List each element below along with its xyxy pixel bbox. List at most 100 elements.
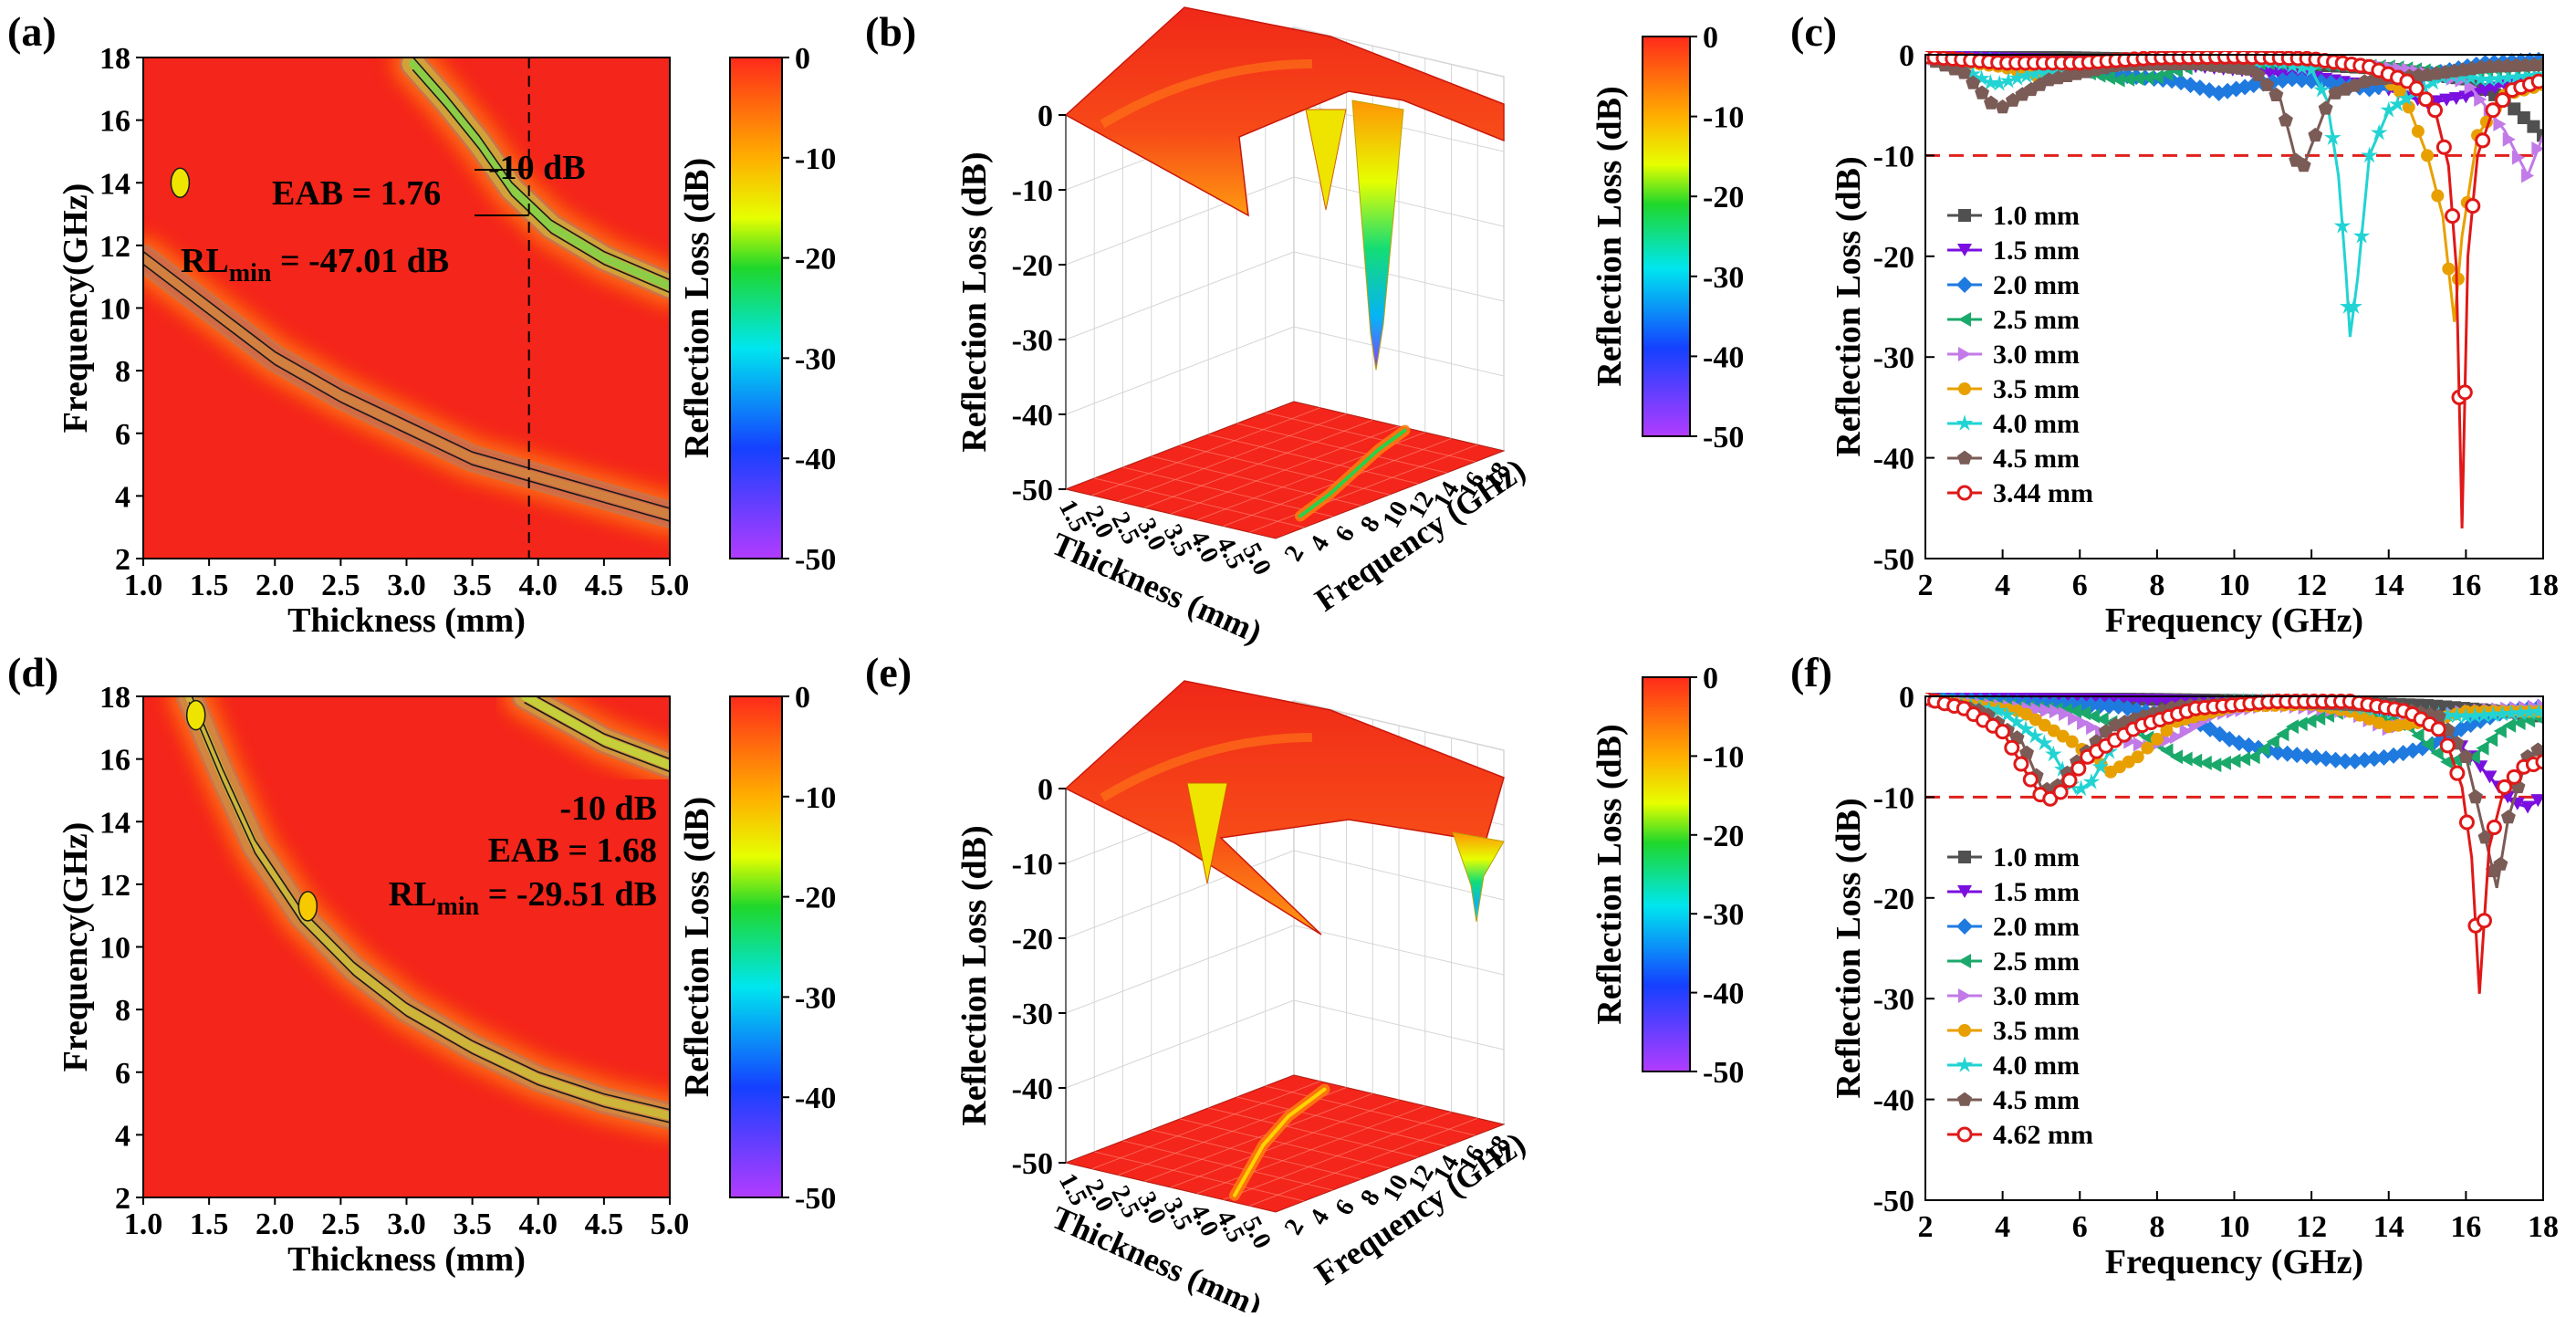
data-point [2458,748,2474,764]
floor-grid [1208,1107,1419,1158]
data-point [2502,705,2520,721]
data-point [2489,69,2508,87]
colorbar-tick-label: -50 [795,543,836,577]
data-point [2018,67,2035,84]
data-point [2484,706,2502,723]
data-point [2448,92,2464,106]
legend-item: 2.5 mm [1947,305,2080,335]
colorbar-gradient [1642,36,1691,437]
data-point [2415,78,2433,95]
data-point [2293,58,2310,76]
data-point [2131,750,2144,764]
y-tick-label: -10 [1873,781,1914,815]
legend-item: 2.0 mm [1947,912,2080,942]
z-tick-label: -10 [1012,848,1053,882]
heatmap-contour [524,702,670,773]
data-point [2476,740,2489,756]
y-axis-label: Frequency(GHz) [57,183,95,434]
legend-item: 3.5 mm [1947,1016,2080,1046]
floor-grid [1249,444,1478,533]
data-point [2269,744,2287,761]
legend-item: 1.0 mm [1947,201,2080,231]
y-tick-label: -50 [1873,543,1914,577]
colorbar-e: 0 -10 -20 -30 -40 -50 Reflection Loss (dB) [1590,662,1744,1090]
legend-label: 2.0 mm [1993,270,2080,300]
legend-label: 4.5 mm [1993,1085,2080,1115]
colorbar-tick-label: -50 [795,1182,836,1216]
data-point [1956,1126,1973,1143]
data-point [2160,743,2174,758]
data-point [2486,820,2502,836]
data-point [2030,702,2044,717]
data-point [2393,85,2406,99]
data-point [2500,810,2516,824]
z-tick-label: 0 [1038,99,1053,133]
grid-line [1065,999,1295,1089]
floor-grid [1265,412,1476,463]
y-tick-label: 16 [99,105,130,139]
x-tick-label: 5.0 [651,569,690,602]
data-point [2036,734,2053,751]
data-point [2439,737,2456,754]
data-point [2427,102,2444,119]
data-point [2466,749,2480,765]
floor-grid [1196,1105,1425,1195]
y-tick-label: -30 [1873,341,1914,375]
panel-label-a: (a) [7,8,57,55]
colorbar-tick-label: -30 [795,342,836,376]
z-tick-label: -40 [1012,399,1053,433]
colorbar-tick-label: 0 [1703,21,1718,55]
data-point [2340,298,2357,314]
data-point [1995,99,2010,114]
data-point [1958,851,1971,863]
legend-label: 4.62 mm [1993,1120,2093,1150]
legend-item: 4.0 mm [1947,1050,2080,1081]
legend: 1.0 mm 1.5 mm 2.0 mm 2.5 mm 3.0 mm 3.5 mm 4.0 … [1947,201,2093,508]
data-point [1957,885,1972,898]
colorbar-title: Reflection Loss (dB) [678,158,716,458]
data-point [2069,704,2082,719]
data-point [2456,384,2473,401]
heatmap-contour-outer [511,696,670,779]
data-point [2397,89,2415,107]
legend-label: 2.5 mm [1993,946,2080,977]
data-point [2497,779,2513,795]
panel-label-c: (c) [1790,8,1837,55]
heatmap-spot [297,891,318,922]
data-point [2095,712,2109,727]
colorbar-title: Reflection Loss (dB) [1590,724,1629,1024]
data-point [2421,149,2435,162]
data-point [2430,721,2446,737]
colorbar-title: Reflection Loss (dB) [1590,86,1629,386]
y-tick-label: 8 [115,994,130,1028]
x-tick-label: 8 [2149,569,2164,602]
data-point [2276,726,2289,742]
data-point [1989,701,2007,718]
z-tick-label: -20 [1012,923,1053,956]
data-point [2373,716,2386,729]
x-tick-label: 1.0 [124,569,163,602]
x-tick-label: 3.5 [453,1207,492,1241]
legend-label: 1.5 mm [1993,877,2080,907]
data-point [2529,703,2543,719]
x-tick-label: 3.5 [453,569,492,602]
data-point [2425,73,2442,90]
heatmap-body [143,57,670,536]
panel-label-f: (f) [1790,649,1832,695]
heatmap-body [168,696,670,1137]
colorbar-tick-label: 0 [795,42,810,76]
y-axis-label: Frequency(GHz) [57,822,95,1072]
eab-annotation: EAB = 1.68 [488,831,657,870]
floor-grid [1236,1096,1447,1147]
grid-line [1065,925,1295,1014]
data-point [2421,737,2435,752]
y-tick-label: -20 [1873,241,1914,275]
data-point [2179,724,2193,739]
x-tick-label: 18 [2528,569,2559,602]
data-point [2086,708,2100,724]
data-point [1982,73,1999,90]
y-tick-label: 6 [1330,1195,1361,1220]
y-tick-label: 18 [99,42,130,76]
colorbar-gradient [729,57,783,559]
data-point [2508,102,2521,116]
